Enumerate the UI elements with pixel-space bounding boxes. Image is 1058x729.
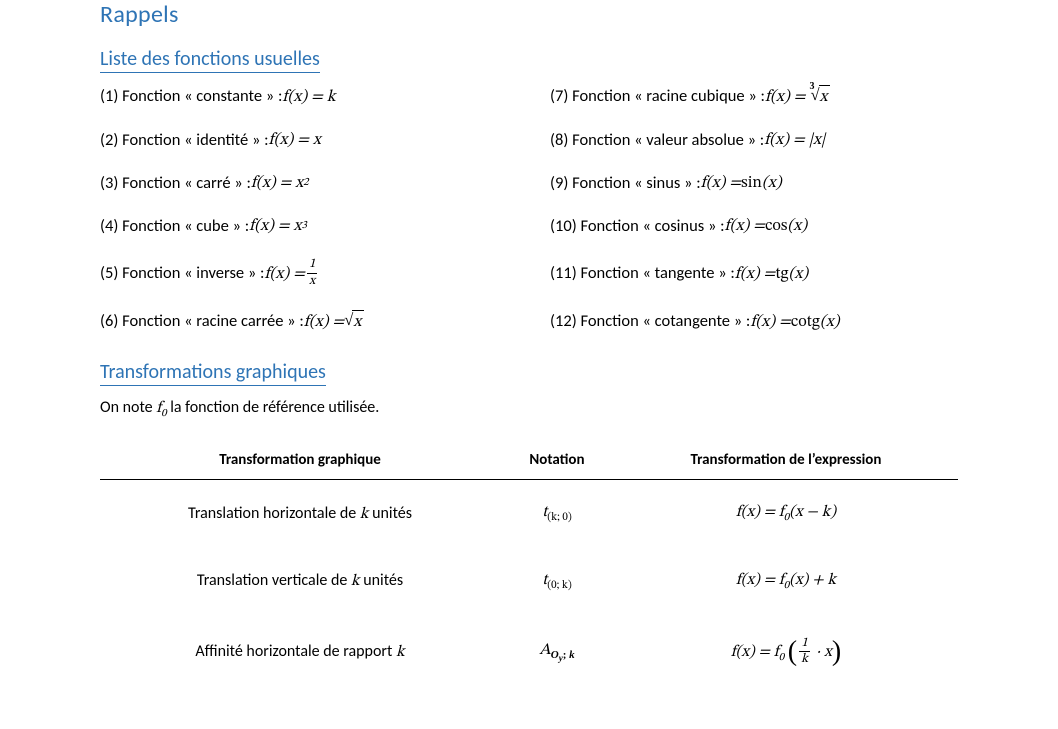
- td-notation: AOy; k: [500, 615, 614, 689]
- func-num: (7): [550, 86, 572, 106]
- trig-op: cotg: [791, 311, 820, 332]
- trig-arg: (x): [762, 172, 782, 193]
- function-item: (6) Fonction « racine carrée » : f(x) = …: [100, 310, 550, 332]
- note-prefix: On note: [100, 398, 156, 417]
- th-transformation: Transformation graphique: [100, 443, 500, 480]
- table-row: Affinité horizontale de rapport kAOy; kf…: [100, 615, 958, 689]
- func-label: Fonction « cube » :: [122, 216, 249, 236]
- func-label: Fonction « inverse » :: [122, 263, 264, 283]
- td-notation: t(k; 0): [500, 480, 614, 548]
- func-num: (6): [100, 311, 122, 331]
- th-notation: Notation: [500, 443, 614, 480]
- table-row: Translation horizontale de k unitést(k; …: [100, 480, 958, 548]
- function-item: (9) Fonction « sinus » : f(x) = sin(x): [550, 172, 958, 193]
- func-label: Fonction « identité » :: [122, 130, 268, 150]
- function-item: (5) Fonction « inverse » : f(x) = 1x: [100, 258, 550, 288]
- function-item: (2) Fonction « identité » : f(x) = x: [100, 129, 550, 150]
- heading-liste: Liste des fonctions usuelles: [100, 47, 958, 71]
- trig-op: sin: [741, 172, 762, 193]
- func-expr: f(x) =: [725, 215, 766, 236]
- func-num: (1): [100, 86, 122, 106]
- func-exp: 2: [303, 176, 308, 190]
- func-num: (2): [100, 130, 122, 150]
- func-expr: f(x) =: [735, 263, 776, 284]
- function-item: (3) Fonction « carré » : f(x) = x2: [100, 172, 550, 193]
- td-expression: f(x) = f0 (1k · x): [614, 615, 958, 689]
- func-expr: f(x) =: [750, 311, 791, 332]
- function-item: (1) Fonction « constante » : f(x) = k: [100, 85, 550, 107]
- td-notation: t(0; k): [500, 548, 614, 615]
- func-label: Fonction « tangente » :: [580, 263, 734, 283]
- reference-note: On note f0 la fonction de référence util…: [100, 398, 958, 421]
- func-expr: f(x) =: [264, 263, 305, 284]
- func-label: Fonction « cotangente » :: [580, 311, 750, 331]
- func-label: Fonction « valeur absolue » :: [572, 130, 764, 150]
- func-label: Fonction « sinus » :: [572, 173, 701, 193]
- heading-transformations: Transformations graphiques: [100, 360, 958, 384]
- td-expression: f(x) = f0(x − k): [614, 480, 958, 548]
- trig-arg: (x): [789, 263, 809, 284]
- function-item: (4) Fonction « cube » : f(x) = x3: [100, 215, 550, 236]
- function-item: (11) Fonction « tangente » : f(x) = tg(x…: [550, 258, 958, 288]
- td-description: Translation verticale de k unités: [100, 548, 500, 615]
- func-label: Fonction « racine carrée » :: [122, 311, 304, 331]
- nroot: 3√x: [805, 85, 830, 107]
- trig-arg: (x): [787, 215, 807, 236]
- func-num: (3): [100, 173, 122, 193]
- td-expression: f(x) = f0(x) + k: [614, 548, 958, 615]
- func-expr: f(x) =: [304, 311, 345, 332]
- func-expr: f(x) = x: [251, 172, 303, 193]
- func-label: Fonction « cosinus » :: [580, 216, 724, 236]
- table-row: Translation verticale de k unitést(0; k)…: [100, 548, 958, 615]
- func-num: (8): [550, 130, 572, 150]
- sqrt: √x: [344, 310, 364, 332]
- td-description: Affinité horizontale de rapport k: [100, 615, 500, 689]
- function-item: (10) Fonction « cosinus » : f(x) = cos(x…: [550, 215, 958, 236]
- function-item: (12) Fonction « cotangente » : f(x) = co…: [550, 310, 958, 332]
- function-item: (7) Fonction « racine cubique » : f(x) =…: [550, 85, 958, 107]
- td-description: Translation horizontale de k unités: [100, 480, 500, 548]
- func-expr: f(x) = x: [249, 215, 301, 236]
- heading-liste-text: Liste des fonctions usuelles: [100, 47, 320, 73]
- func-num: (11): [550, 263, 580, 283]
- fraction: 1x: [307, 258, 317, 288]
- trig-op: tg: [775, 263, 788, 284]
- func-exp: 3: [301, 219, 306, 233]
- func-expr: f(x) =: [765, 86, 806, 107]
- func-label: Fonction « racine cubique » :: [572, 86, 765, 106]
- heading-transformations-text: Transformations graphiques: [100, 360, 326, 386]
- func-expr: f(x) = |x|: [764, 129, 825, 150]
- func-num: (9): [550, 173, 572, 193]
- trig-op: cos: [765, 215, 787, 236]
- func-num: (4): [100, 216, 122, 236]
- transformations-table: Transformation graphique Notation Transf…: [100, 443, 958, 689]
- heading-rappels: Rappels: [100, 0, 958, 29]
- func-num: (10): [550, 216, 580, 236]
- functions-grid: (1) Fonction « constante » : f(x) = k(7)…: [100, 85, 958, 332]
- th-expression: Transformation de l’expression: [614, 443, 958, 480]
- func-expr: f(x) =: [701, 172, 742, 193]
- func-expr: f(x) = x: [269, 129, 321, 150]
- function-item: (8) Fonction « valeur absolue » : f(x) =…: [550, 129, 958, 150]
- func-label: Fonction « constante » :: [122, 86, 282, 106]
- func-num: (5): [100, 263, 122, 283]
- trig-arg: (x): [820, 311, 840, 332]
- func-expr: f(x) = k: [282, 86, 335, 107]
- func-label: Fonction « carré » :: [122, 173, 251, 193]
- note-suffix: la fonction de référence utilisée.: [167, 398, 380, 417]
- func-num: (12): [550, 311, 580, 331]
